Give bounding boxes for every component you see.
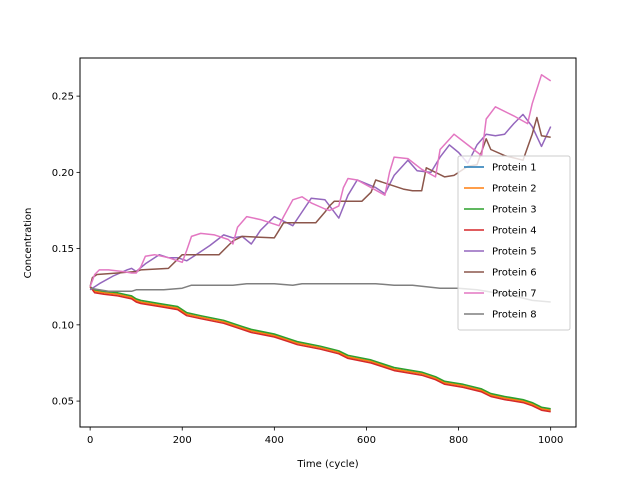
legend-label-2: Protein 2 xyxy=(492,184,537,195)
y-axis: 0.05 0.10 0.15 0.20 0.25 xyxy=(52,92,80,408)
x-tick-label: 0 xyxy=(87,435,93,446)
series-line-4 xyxy=(89,286,551,413)
y-axis-label: Concentration xyxy=(23,208,34,279)
y-tick-label: 0.20 xyxy=(52,168,74,179)
legend-label-4: Protein 4 xyxy=(492,226,537,237)
x-tick-label: 600 xyxy=(357,435,376,446)
legend: Protein 1 Protein 2 Protein 3 Protein 4 Prot… xyxy=(457,155,571,331)
series-line-7 xyxy=(89,74,552,287)
legend-label-5: Protein 5 xyxy=(492,247,537,258)
y-tick-label: 0.05 xyxy=(52,397,74,408)
legend-label-8: Protein 8 xyxy=(492,310,537,321)
series-line-3 xyxy=(89,286,551,410)
y-tick-label: 0.15 xyxy=(52,244,74,255)
x-tick-label: 1000 xyxy=(538,435,563,446)
x-tick-label: 200 xyxy=(173,435,192,446)
x-tick-label: 400 xyxy=(265,435,284,446)
legend-label-6: Protein 6 xyxy=(492,268,537,279)
x-axis-label: Time (cycle) xyxy=(296,459,358,470)
x-tick-label: 800 xyxy=(449,435,468,446)
x-axis: 0 200 400 600 800 1000 xyxy=(87,427,563,446)
legend-label-1: Protein 1 xyxy=(492,163,537,174)
legend-label-7: Protein 7 xyxy=(492,289,537,300)
legend-label-3: Protein 3 xyxy=(492,205,537,216)
legend-box xyxy=(457,155,571,331)
plot-lines xyxy=(89,74,552,413)
y-tick-label: 0.25 xyxy=(52,92,74,103)
plot-frame xyxy=(79,57,577,428)
series-line-2 xyxy=(89,286,551,411)
y-tick-label: 0.10 xyxy=(52,320,74,331)
